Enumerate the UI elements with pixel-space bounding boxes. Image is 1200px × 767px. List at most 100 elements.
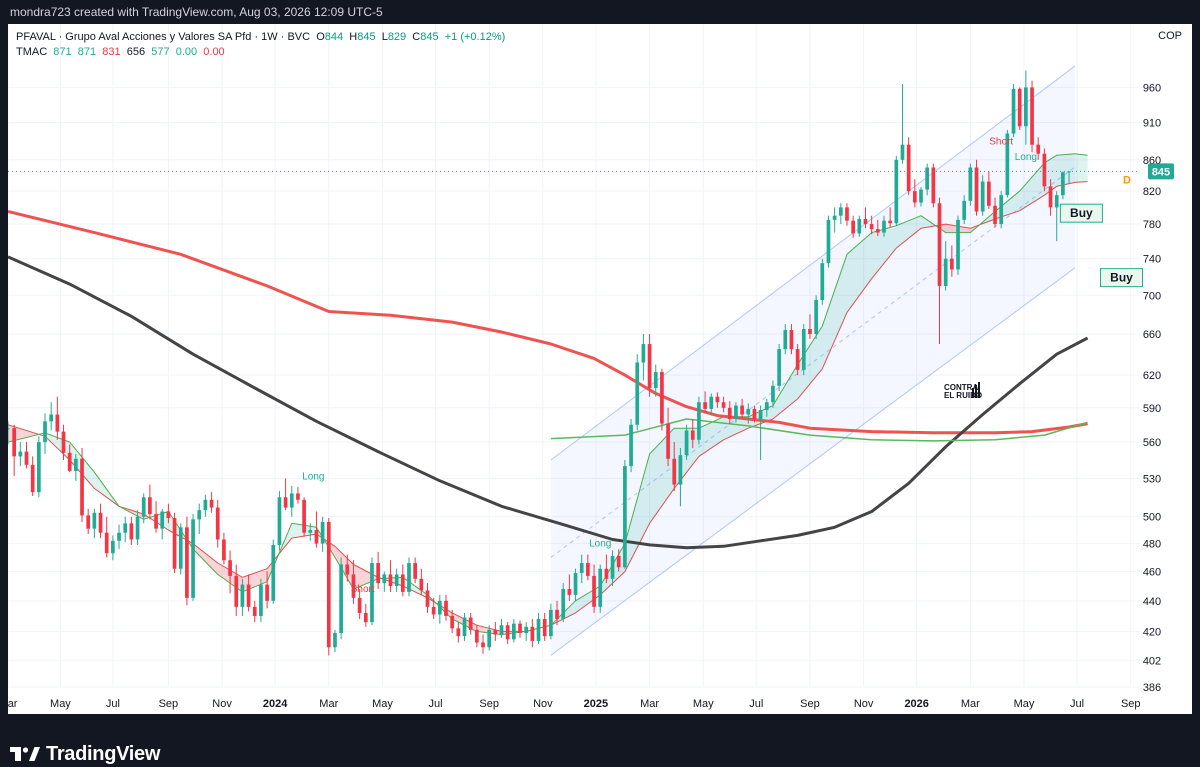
candle[interactable] (752, 408, 757, 420)
candle[interactable] (900, 144, 905, 160)
candle[interactable] (234, 575, 239, 607)
candle[interactable] (962, 200, 967, 220)
tradingview-logo[interactable]: TradingView (10, 742, 160, 766)
candle[interactable] (814, 299, 818, 334)
candle[interactable] (222, 539, 226, 561)
candle[interactable] (1036, 144, 1041, 154)
candle[interactable] (228, 560, 232, 576)
candle[interactable] (579, 563, 584, 574)
candle[interactable] (1011, 88, 1016, 134)
candle[interactable] (690, 430, 695, 440)
candle[interactable] (277, 497, 282, 545)
candle[interactable] (444, 600, 448, 616)
candle[interactable] (154, 514, 158, 529)
candle[interactable] (1005, 133, 1010, 196)
candle[interactable] (339, 564, 343, 634)
candle[interactable] (1042, 153, 1047, 187)
candle[interactable] (296, 493, 300, 500)
candle[interactable] (1061, 172, 1065, 196)
candle[interactable] (512, 623, 516, 640)
candle[interactable] (24, 451, 29, 465)
candle[interactable] (6, 428, 10, 430)
candle[interactable] (1054, 195, 1059, 208)
candle[interactable] (172, 518, 177, 569)
candle[interactable] (314, 529, 319, 544)
candle[interactable] (43, 421, 47, 443)
candle[interactable] (246, 584, 251, 607)
indicator-name[interactable]: TMAC (16, 46, 48, 58)
candle[interactable] (351, 574, 356, 598)
candle[interactable] (555, 609, 559, 620)
candle[interactable] (67, 452, 72, 471)
candle[interactable] (838, 207, 843, 216)
candle[interactable] (820, 263, 825, 300)
channel-lower-line[interactable] (550, 267, 1076, 656)
candle[interactable] (456, 628, 461, 637)
candle[interactable] (499, 625, 504, 635)
candle[interactable] (703, 402, 707, 409)
candle[interactable] (259, 584, 263, 616)
candle[interactable] (727, 407, 732, 420)
candle[interactable] (851, 220, 855, 234)
candle[interactable] (185, 527, 189, 598)
candle[interactable] (376, 563, 380, 584)
symbol-row[interactable]: PFAVAL · Grupo Aval Acciones y Valores S… (16, 30, 505, 45)
candle[interactable] (431, 606, 436, 615)
candle[interactable] (74, 458, 78, 471)
candle[interactable] (530, 626, 535, 641)
chart-panel[interactable]: PFAVAL · Grupo Aval Acciones y Valores S… (0, 24, 1192, 714)
candle[interactable] (80, 458, 84, 516)
candle[interactable] (906, 144, 911, 192)
candle[interactable] (697, 402, 701, 440)
candle[interactable] (468, 617, 473, 630)
candle[interactable] (641, 344, 646, 363)
ma-black-line[interactable] (7, 255, 1089, 550)
candle[interactable] (592, 575, 596, 607)
candle[interactable] (407, 563, 411, 592)
candle[interactable] (474, 629, 479, 643)
candle[interactable] (937, 203, 942, 286)
candle[interactable] (283, 497, 288, 508)
candle[interactable] (197, 510, 202, 520)
candle[interactable] (993, 205, 997, 225)
candle[interactable] (789, 330, 794, 350)
candle[interactable] (55, 414, 60, 432)
candle[interactable] (400, 574, 405, 592)
candle[interactable] (660, 371, 664, 424)
candle[interactable] (764, 402, 769, 411)
candle[interactable] (61, 431, 66, 453)
candle[interactable] (370, 563, 374, 623)
dividend-marker[interactable]: D (1123, 174, 1131, 186)
indicator-row[interactable]: TMAC 871 871 831 656 577 0.00 0.00 (16, 45, 505, 60)
candle[interactable] (653, 371, 658, 389)
candle[interactable] (18, 451, 23, 457)
candle[interactable] (123, 523, 128, 533)
candle[interactable] (333, 633, 337, 648)
candle[interactable] (117, 532, 121, 541)
candle[interactable] (666, 423, 670, 459)
candle[interactable] (586, 563, 590, 576)
candle[interactable] (771, 385, 775, 403)
candle[interactable] (777, 349, 781, 386)
candle[interactable] (487, 629, 492, 648)
candle[interactable] (505, 625, 510, 640)
candle[interactable] (326, 521, 331, 648)
candle[interactable] (394, 574, 399, 587)
candle[interactable] (869, 224, 874, 230)
candle[interactable] (549, 609, 553, 637)
candle[interactable] (949, 258, 954, 270)
candle[interactable] (289, 493, 294, 508)
candle[interactable] (166, 511, 171, 519)
candle[interactable] (1067, 171, 1071, 173)
candle[interactable] (191, 519, 195, 598)
candle[interactable] (616, 556, 621, 568)
candle[interactable] (863, 219, 868, 225)
candle[interactable] (357, 597, 362, 613)
candle[interactable] (437, 600, 442, 615)
candle[interactable] (746, 408, 751, 415)
candle[interactable] (684, 430, 689, 456)
candle[interactable] (363, 612, 368, 623)
candle[interactable] (832, 215, 837, 220)
candle[interactable] (912, 191, 917, 203)
candle[interactable] (481, 642, 485, 648)
